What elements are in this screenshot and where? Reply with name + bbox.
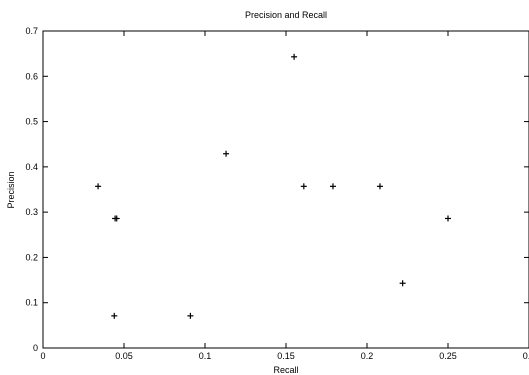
data-point (445, 215, 451, 222)
plot-frame (42, 30, 529, 349)
x-tick-label: 0.2 (361, 351, 374, 361)
data-point (223, 150, 230, 157)
y-tick-label: 0.5 (25, 117, 38, 127)
data-points (95, 53, 451, 319)
y-tick-label: 0 (33, 343, 38, 353)
data-point (111, 312, 118, 319)
x-axis-label: Recall (273, 365, 298, 375)
y-tick-label: 0.2 (25, 252, 38, 262)
x-tick-label: 0 (40, 351, 45, 361)
data-point (399, 280, 406, 287)
x-tick-label: 0.3 (523, 351, 529, 361)
data-point (300, 183, 307, 190)
data-point (95, 183, 102, 190)
axis-ticks: 0 0.05 0.1 0.15 0.2 0.25 0.3 0 0.1 0.2 0.3 0.4 0.5 0.… (25, 26, 529, 361)
data-point (376, 183, 383, 190)
x-tick-label: 0.25 (439, 351, 457, 361)
data-point (329, 183, 336, 190)
y-tick-label: 0.1 (25, 298, 38, 308)
x-tick-label: 0.05 (115, 351, 133, 361)
y-tick-label: 0.3 (25, 207, 38, 217)
data-point (113, 215, 120, 222)
x-tick-label: 0.15 (277, 351, 295, 361)
y-tick-label: 0.7 (25, 26, 38, 36)
y-axis-label: Precision (6, 171, 16, 208)
x-tick-label: 0.1 (199, 351, 212, 361)
data-point (187, 312, 194, 319)
chart-title: Precision and Recall (245, 10, 327, 20)
y-tick-label: 0.6 (25, 71, 38, 81)
y-tick-label: 0.4 (25, 162, 38, 172)
data-point (291, 53, 298, 60)
